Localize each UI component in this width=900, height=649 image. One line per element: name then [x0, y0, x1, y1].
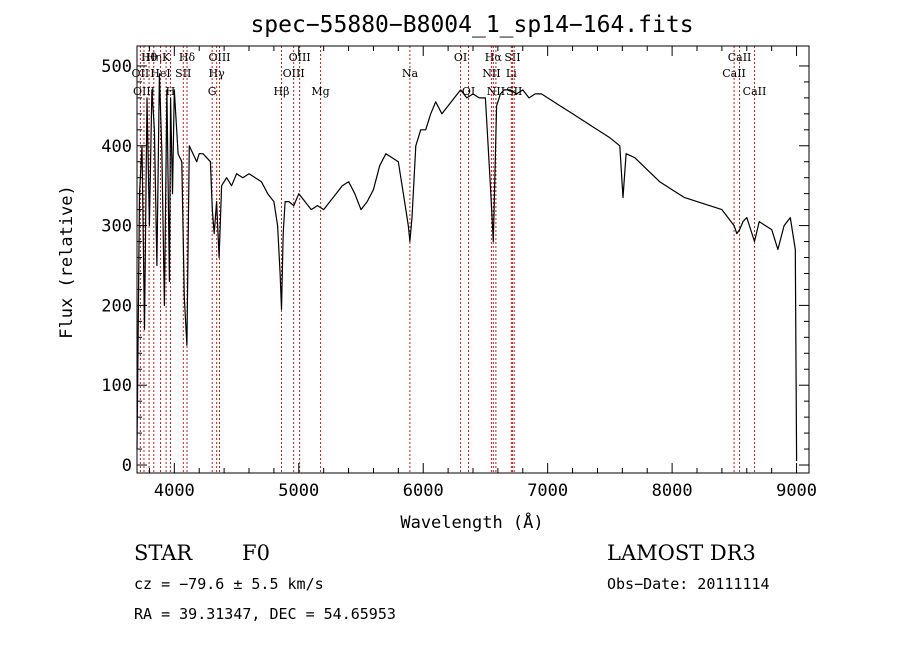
line-marker-label: OIII: [289, 51, 311, 64]
line-marker-label: Na: [402, 67, 419, 80]
line-marker-label: OIII: [133, 85, 155, 98]
redshift-cz: cz = −79.6 ± 5.5 km/s: [134, 575, 324, 593]
line-marker-label: OI: [454, 51, 467, 64]
line-marker-label: Hα: [485, 51, 503, 64]
line-marker-label: Li: [506, 67, 517, 80]
line-marker-label: Hη: [146, 51, 162, 64]
x-tick-label: 6000: [403, 481, 444, 501]
axis-ticks: 4000 5000 6000 7000 8000 9000 0 100 200 300 400 500: [101, 46, 817, 501]
y-tick-label: 0: [122, 456, 132, 476]
y-tick-label: 100: [101, 376, 132, 396]
x-tick-label: 9000: [776, 481, 817, 501]
line-marker-label: NII: [482, 67, 500, 80]
series-line-flux: [136, 73, 798, 462]
y-axis-label: Flux (relative): [57, 185, 77, 339]
line-marker-label: G: [208, 85, 217, 98]
line-marker-label: OII: [132, 67, 150, 80]
line-marker-label: H: [166, 85, 176, 98]
x-axis-label: Wavelength (Å): [400, 511, 543, 533]
observation-date: Obs−Date: 20111114: [607, 575, 770, 593]
line-marker-label: SII: [175, 67, 191, 80]
x-tick-label: 8000: [652, 481, 693, 501]
chart-title: spec−55880−B8004_1_sp14−164.fits: [250, 12, 693, 38]
line-marker-label: OIII: [283, 67, 305, 80]
line-marker-label: Hδ: [179, 51, 196, 64]
plot-frame: [136, 45, 810, 474]
x-tick-label: 7000: [527, 481, 568, 501]
object-class: STAR: [134, 541, 193, 565]
line-marker-label: OIII: [208, 51, 230, 64]
y-tick-label: 300: [101, 217, 132, 237]
line-marker-label: K: [162, 51, 171, 64]
ra-dec-coordinates: RA = 39.31347, DEC = 54.65953: [134, 605, 396, 623]
x-tick-label: 5000: [278, 481, 319, 501]
line-marker-label: Hγ: [209, 67, 226, 80]
y-tick-label: 400: [101, 137, 132, 157]
survey-name: LAMOST DR3: [607, 541, 756, 565]
object-subclass: F0: [242, 541, 270, 565]
line-marker-label: CaII: [743, 85, 767, 98]
line-marker-label: Mg: [311, 85, 329, 98]
y-tick-label: 200: [101, 296, 132, 316]
y-tick-label: 500: [101, 57, 132, 77]
line-marker-label: HeI: [150, 67, 170, 80]
line-marker-label: CaII: [722, 67, 746, 80]
line-marker-label: SII: [506, 85, 522, 98]
line-marker-label: Hβ: [274, 85, 290, 98]
line-marker-label: OI: [462, 85, 475, 98]
line-marker-label: CaII: [728, 51, 752, 64]
x-tick-label: 4000: [154, 481, 195, 501]
line-marker-label: SII: [504, 51, 520, 64]
